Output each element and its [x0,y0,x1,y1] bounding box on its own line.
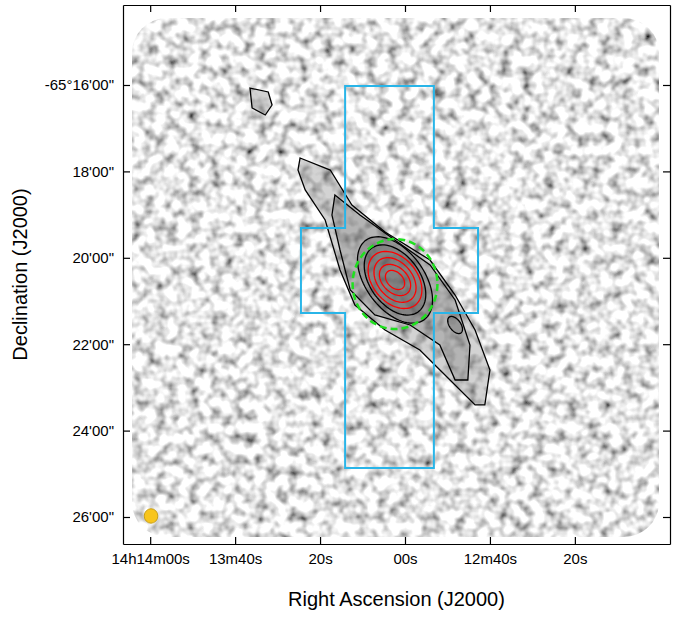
tick-mark [575,5,576,12]
marks [144,86,490,523]
tick-mark [150,537,151,544]
tick [405,5,406,12]
x-axis-title: Right Ascension (J2000) [288,588,505,610]
tick-mark [405,5,406,12]
tick-label: 00s [393,550,417,567]
y-axis: -65°16'00" 18'00" 20'00" 22'00" 24'00" 26'00" [45,6,130,545]
tick: 26'00" [72,508,130,525]
contour-ellipse [385,270,404,289]
tick-mark [123,85,130,86]
tick-mark [663,517,670,518]
tick: 18'00" [72,163,130,180]
axis-line [124,5,671,6]
contour-ellipse [364,245,426,315]
tick [320,5,321,12]
tick-label: 20s [308,550,332,567]
tick: 20'00" [72,249,130,266]
tick-mark [663,430,670,431]
tick-mark [663,171,670,172]
axis-line [124,544,671,545]
tick-label: 12m40s [464,550,517,567]
tick: 12m40s [464,537,517,567]
tick-label: 13m40s [209,550,262,567]
contour [298,158,490,405]
tick-mark [235,5,236,12]
tick-mark [235,537,236,544]
x-axis-top [124,5,671,12]
tick [663,344,670,345]
tick [490,5,491,12]
tick-mark [123,517,130,518]
tick [663,85,670,86]
tick [235,5,236,12]
aperture-circle [353,239,438,329]
tick-label: -65°16'00" [45,76,114,93]
footprint-region [301,86,478,468]
tick-mark [150,5,151,12]
tick-mark [575,537,576,544]
tick-mark [490,5,491,12]
contour [332,195,470,380]
axis-line [670,6,671,545]
contour-ellipse [379,264,410,295]
contour [250,88,272,115]
tick-mark [663,344,670,345]
contour-ellipse [368,251,422,308]
tick: 24'00" [72,422,130,439]
tick-mark [405,537,406,544]
tick [663,431,670,432]
y-axis-right [663,6,671,545]
contour-ellipse [374,258,416,303]
map-background [132,18,659,537]
tick-mark [663,258,670,259]
tick [663,517,670,518]
tick: 13m40s [209,537,262,567]
tick: 20s [308,537,332,567]
tick-mark [123,430,130,431]
chart: 14h14m00s 13m40s 20s 00s 12m40s 20s -65°16'00"… [0,0,675,617]
tick-mark [320,537,321,544]
contour-ellipse [448,316,463,333]
y-axis-title: Declination (J2000) [9,188,31,360]
tick: 22'00" [72,335,130,352]
tick-label: 20'00" [72,249,114,266]
tick-label: 26'00" [72,508,114,525]
tick: 00s [393,537,417,567]
tick-label: 18'00" [72,163,114,180]
tick [663,171,670,172]
tick-mark [663,85,670,86]
tick-label: 14h14m00s [111,550,189,567]
tick: 20s [563,537,587,567]
tick-mark [490,537,491,544]
tick-mark [123,344,130,345]
tick [575,5,576,12]
tick [150,5,151,12]
beam [144,509,158,523]
tick-label: 24'00" [72,422,114,439]
tick-label: 20s [563,550,587,567]
tick [663,258,670,259]
tick: -65°16'00" [45,76,130,93]
tick-mark [320,5,321,12]
x-axis: 14h14m00s 13m40s 20s 00s 12m40s 20s [111,537,670,567]
axis-line [123,6,124,545]
tick-mark [123,258,130,259]
tick-mark [123,171,130,172]
tick-label: 22'00" [72,335,114,352]
